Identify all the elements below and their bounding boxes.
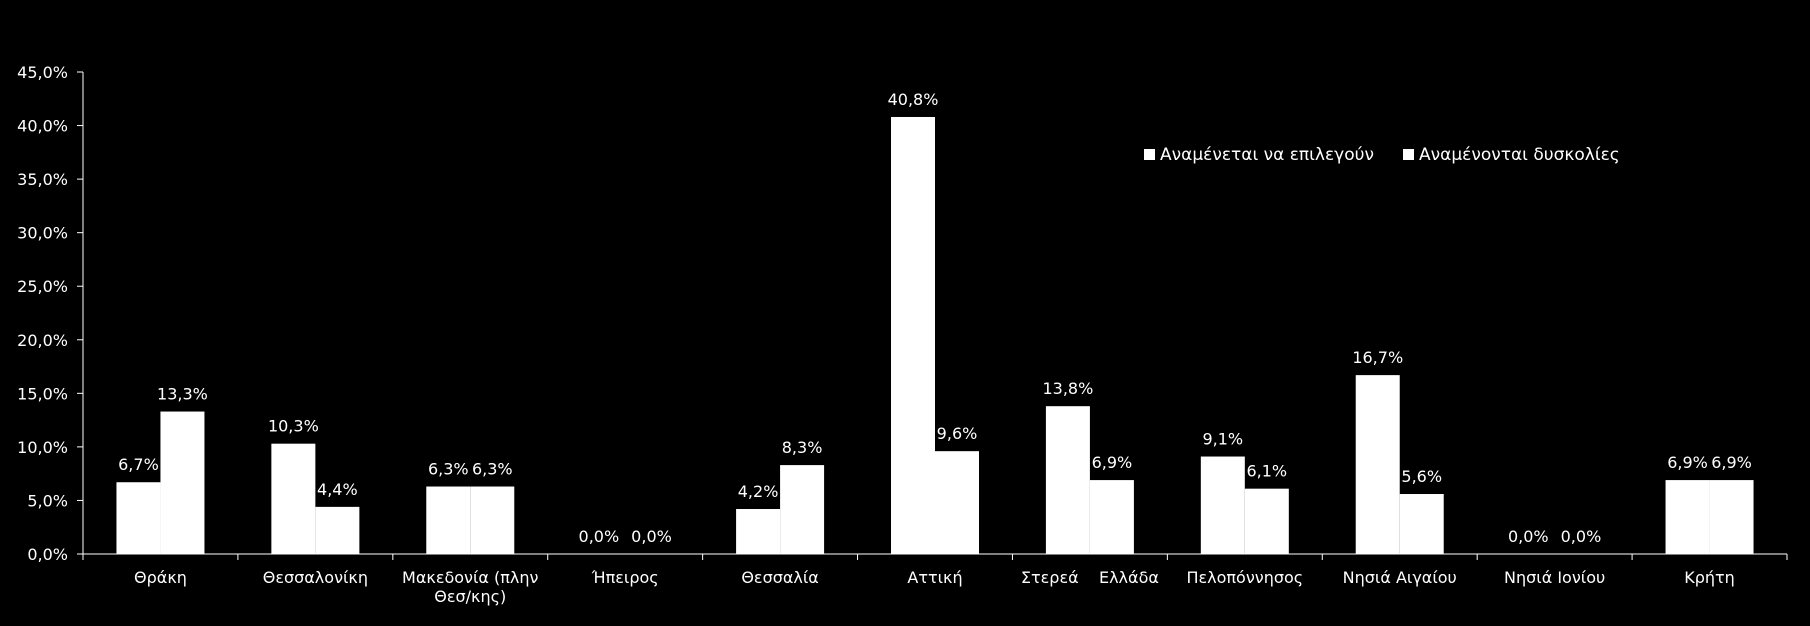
category-labels: Θράκη Θεσσαλονίκη Μακεδονία (πλην Θεσ/κης) Ή… — [134, 568, 1735, 606]
data-label-series-1: 10,3% — [268, 417, 319, 436]
legend-swatch-series-2 — [1403, 149, 1414, 160]
y-tick-label: 5,0% — [27, 491, 68, 510]
bar-series-1 — [736, 509, 781, 554]
bar-series-1 — [1045, 406, 1090, 554]
y-tick-label: 40,0% — [17, 117, 68, 136]
bar-series-1 — [116, 482, 161, 554]
bar-series-2 — [1244, 488, 1289, 554]
bar-series-1 — [891, 116, 935, 554]
category-label: Νησιά Αιγαίου — [1343, 568, 1457, 587]
data-label-series-2: 6,1% — [1246, 462, 1287, 481]
bar-series-1 — [426, 486, 471, 554]
legend: Αναμένεται να επιλεγούν Αναμένονται δυσκ… — [1144, 145, 1620, 165]
data-label-series-1: 16,7% — [1352, 348, 1403, 367]
data-label-series-2: 0,0% — [631, 527, 672, 546]
category-label: Στερεά Ελλάδα — [1021, 568, 1159, 587]
data-label-series-1: 6,7% — [118, 455, 159, 474]
bar-series-1 — [271, 443, 316, 554]
data-label-series-1: 0,0% — [579, 527, 620, 546]
legend-label-series-2: Αναμένονται δυσκολίες — [1419, 145, 1620, 165]
y-tick-label: 20,0% — [17, 331, 68, 350]
data-label-series-2: 6,3% — [472, 460, 513, 479]
data-label-series-2: 13,3% — [157, 385, 208, 404]
bar-series-2 — [935, 451, 979, 554]
category-label: Ήπειρος — [591, 568, 659, 587]
bar-series-1 — [1355, 375, 1400, 554]
category-label: Πελοπόννησος — [1186, 568, 1303, 587]
data-label-series-2: 5,6% — [1401, 467, 1442, 486]
category-label: Κρήτη — [1684, 568, 1735, 587]
y-axis-ticks: 0,0% 5,0% 10,0% 15,0% 20,0% 25,0% 30,0% 35,0% 40… — [17, 63, 83, 564]
data-label-series-2: 0,0% — [1561, 527, 1602, 546]
data-label-series-1: 6,3% — [428, 460, 469, 479]
category-label: Νησιά Ιονίου — [1504, 568, 1605, 587]
y-tick-label: 30,0% — [17, 224, 68, 243]
category-label: Θράκη — [134, 568, 187, 587]
x-axis-ticks — [82, 554, 1788, 560]
bar-series-2 — [470, 486, 515, 554]
data-label-series-1: 0,0% — [1508, 527, 1549, 546]
data-label-series-2: 8,3% — [782, 438, 823, 457]
data-label-series-1: 13,8% — [1042, 379, 1093, 398]
data-label-series-1: 40,8% — [888, 90, 939, 109]
category-label: Θεσσαλονίκη — [263, 568, 368, 587]
bar-series-2 — [315, 506, 360, 554]
category-label: Αττική — [907, 568, 962, 587]
data-label-series-1: 9,1% — [1202, 430, 1243, 449]
bar-series-2 — [1399, 494, 1444, 554]
category-label: Θεσσαλία — [741, 568, 819, 587]
category-label: Μακεδονία (πλην Θεσ/κης) — [402, 568, 538, 606]
legend-swatch-series-1 — [1144, 149, 1155, 160]
data-label-series-2: 6,9% — [1711, 453, 1752, 472]
bar-series-1 — [1665, 480, 1710, 554]
legend-label-series-1: Αναμένεται να επιλεγούν — [1160, 145, 1374, 165]
bar-series-1 — [1200, 456, 1245, 554]
y-tick-label: 35,0% — [17, 170, 68, 189]
data-label-series-2: 9,6% — [937, 424, 978, 443]
y-tick-label: 0,0% — [27, 545, 68, 564]
data-label-series-2: 6,9% — [1092, 453, 1133, 472]
bar-group — [116, 116, 1754, 554]
data-label-series-1: 6,9% — [1667, 453, 1708, 472]
y-tick-label: 45,0% — [17, 63, 68, 82]
data-label-series-2: 4,4% — [317, 480, 358, 499]
y-tick-label: 15,0% — [17, 384, 68, 403]
y-tick-label: 10,0% — [17, 438, 68, 457]
bar-series-2 — [1709, 480, 1754, 554]
bar-series-2 — [780, 465, 825, 554]
y-tick-label: 25,0% — [17, 277, 68, 296]
data-label-series-1: 4,2% — [738, 482, 779, 501]
bar-series-2 — [1089, 480, 1134, 554]
bar-series-2 — [160, 411, 205, 554]
data-labels: 6,7% 13,3% 10,3% 4,4% 6,3% 6,3% 0,0% 0,0% 4,2% 8,… — [118, 90, 1752, 546]
